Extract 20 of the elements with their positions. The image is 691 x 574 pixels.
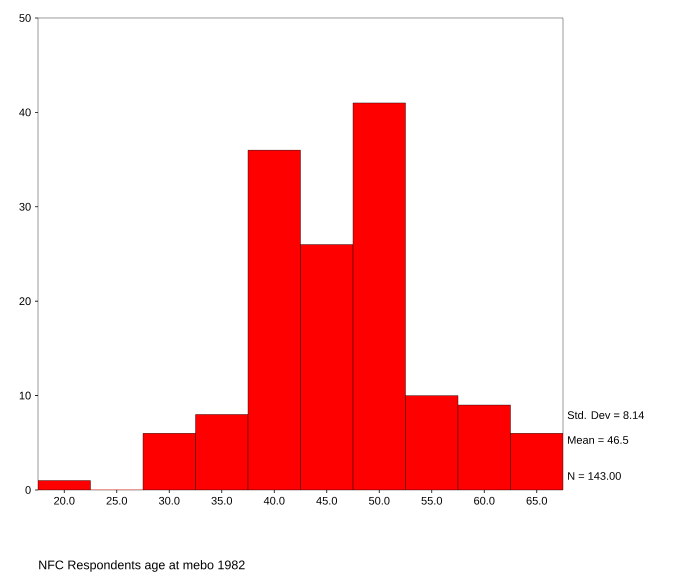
x-tick-label: 65.0 — [526, 496, 548, 505]
x-axis-title: NFC Respondents age at mebo 1982 — [39, 560, 245, 572]
x-tick-label: 55.0 — [421, 496, 442, 505]
text: Mean = 46.5 — [568, 436, 628, 444]
y-tick-label: 0 — [25, 486, 31, 494]
x-tick-label: 60.0 — [474, 496, 495, 505]
x-tick-label: 20.0 — [54, 496, 75, 505]
x-tick-label: 25.0 — [106, 496, 128, 505]
y-tick-label: 10 — [20, 392, 31, 400]
x-tick-label: 35.0 — [211, 496, 232, 505]
x-tick-label: 50.0 — [368, 496, 390, 505]
text: Std. Dev = 8.14 — [568, 410, 644, 420]
y-tick-label: 40 — [19, 108, 31, 116]
y-tick-label: 20 — [19, 297, 31, 306]
x-tick-label: 30.0 — [158, 496, 180, 505]
x-tick-label: 40.0 — [264, 496, 285, 505]
x-tick-label: 45.0 — [316, 496, 338, 505]
text: N = 143.00 — [568, 472, 621, 480]
y-tick-label: 30 — [19, 202, 31, 211]
y-tick-label: 50 — [19, 14, 31, 22]
